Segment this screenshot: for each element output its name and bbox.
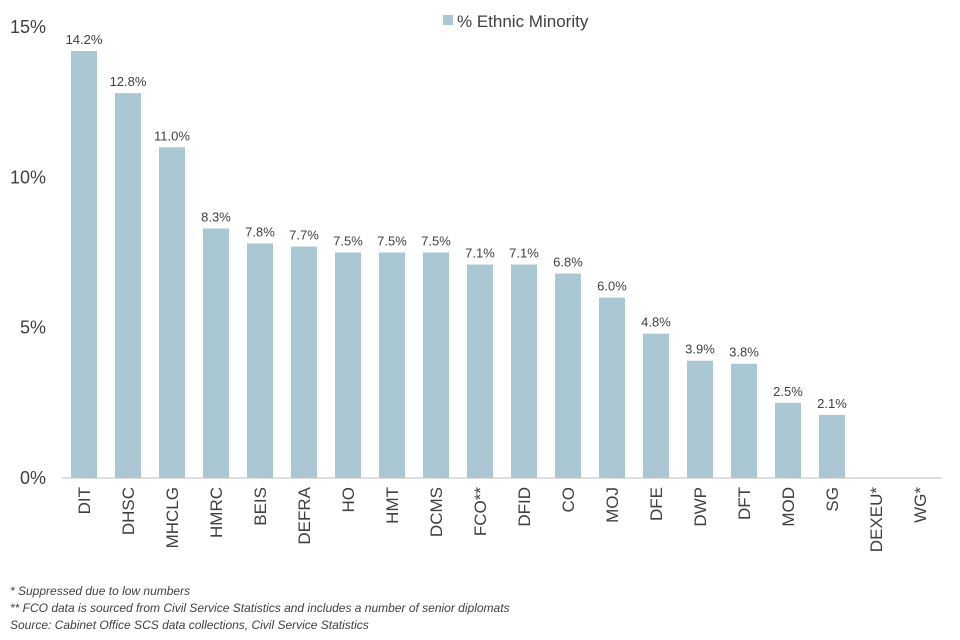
y-tick-label: 10% (10, 167, 46, 187)
legend-label: % Ethnic Minority (457, 12, 589, 31)
legend-swatch (443, 15, 453, 25)
data-label: 7.7% (289, 227, 319, 242)
y-tick-label: 15% (10, 17, 46, 37)
bar (511, 264, 537, 478)
data-label: 2.1% (817, 396, 847, 411)
x-tick-label: DFE (647, 487, 666, 521)
data-label: 3.9% (685, 342, 715, 357)
x-tick-label: DWP (691, 487, 710, 527)
footnote-source: Source: Cabinet Office SCS data collecti… (10, 618, 369, 632)
x-tick-label: WG* (911, 487, 930, 523)
y-axis: 0% 5% 10% 15% (10, 17, 46, 488)
bar (115, 93, 141, 478)
bar (731, 363, 757, 478)
bar (291, 246, 317, 478)
x-tick-label: DIT (75, 487, 94, 514)
x-tick-label: DHSC (119, 487, 138, 535)
bar (379, 252, 405, 478)
data-label: 7.1% (465, 246, 495, 261)
x-tick-label: HO (339, 487, 358, 513)
x-tick-label: MOJ (603, 487, 622, 523)
data-label: 12.8% (110, 74, 147, 89)
data-label: 2.5% (773, 384, 803, 399)
x-tick-label: CO (559, 487, 578, 513)
bar (335, 252, 361, 478)
footnote-fco: ** FCO data is sourced from Civil Servic… (10, 601, 510, 615)
bar (159, 147, 185, 478)
bar (247, 243, 273, 478)
y-tick-label: 5% (20, 318, 46, 338)
x-axis-labels: DIT DHSC MHCLG HMRC BEIS DEFRA HO HMT DCMS FCO** D… (75, 486, 930, 552)
x-tick-label: FCO** (471, 487, 490, 537)
data-label: 4.8% (641, 315, 671, 330)
x-tick-label: BEIS (251, 487, 270, 526)
y-tick-label: 0% (20, 468, 46, 488)
bar (467, 264, 493, 478)
data-label: 7.5% (421, 234, 451, 249)
data-label: 7.5% (333, 234, 363, 249)
x-tick-label: MHCLG (163, 487, 182, 548)
footnote-suppressed: * Suppressed due to low numbers (10, 584, 191, 598)
x-tick-label: HMRC (207, 487, 226, 538)
footnotes: * Suppressed due to low numbers ** FCO d… (10, 583, 510, 634)
x-tick-label: DCMS (427, 487, 446, 537)
data-label: 6.8% (553, 255, 583, 270)
bar (687, 360, 713, 478)
x-tick-label: DEFRA (295, 486, 314, 544)
bar (599, 297, 625, 478)
data-label: 7.8% (245, 224, 275, 239)
data-label: 14.2% (66, 32, 103, 47)
bar (203, 228, 229, 478)
bar (423, 252, 449, 478)
bars-group: 14.2% 12.8% 11.0% 8.3% 7.8% 7.7% 7.5% 7.5% 7.5% 7… (66, 32, 847, 478)
data-label: 6.0% (597, 279, 627, 294)
data-label: 11.0% (154, 128, 190, 143)
bar (555, 273, 581, 478)
x-tick-label: DFT (735, 487, 754, 520)
x-tick-label: DEXEU* (867, 487, 886, 553)
data-label: 8.3% (201, 209, 231, 224)
bar (775, 402, 801, 478)
legend: % Ethnic Minority (443, 12, 589, 31)
bar (643, 333, 669, 478)
data-label: 7.1% (509, 246, 539, 261)
x-tick-label: SG (823, 487, 842, 512)
data-label: 3.8% (729, 345, 759, 360)
x-tick-label: MOD (779, 487, 798, 527)
x-tick-label: HMT (383, 487, 402, 524)
bar (71, 51, 97, 478)
x-tick-label: DFID (515, 487, 534, 527)
bar (819, 414, 845, 478)
data-label: 7.5% (377, 234, 407, 249)
